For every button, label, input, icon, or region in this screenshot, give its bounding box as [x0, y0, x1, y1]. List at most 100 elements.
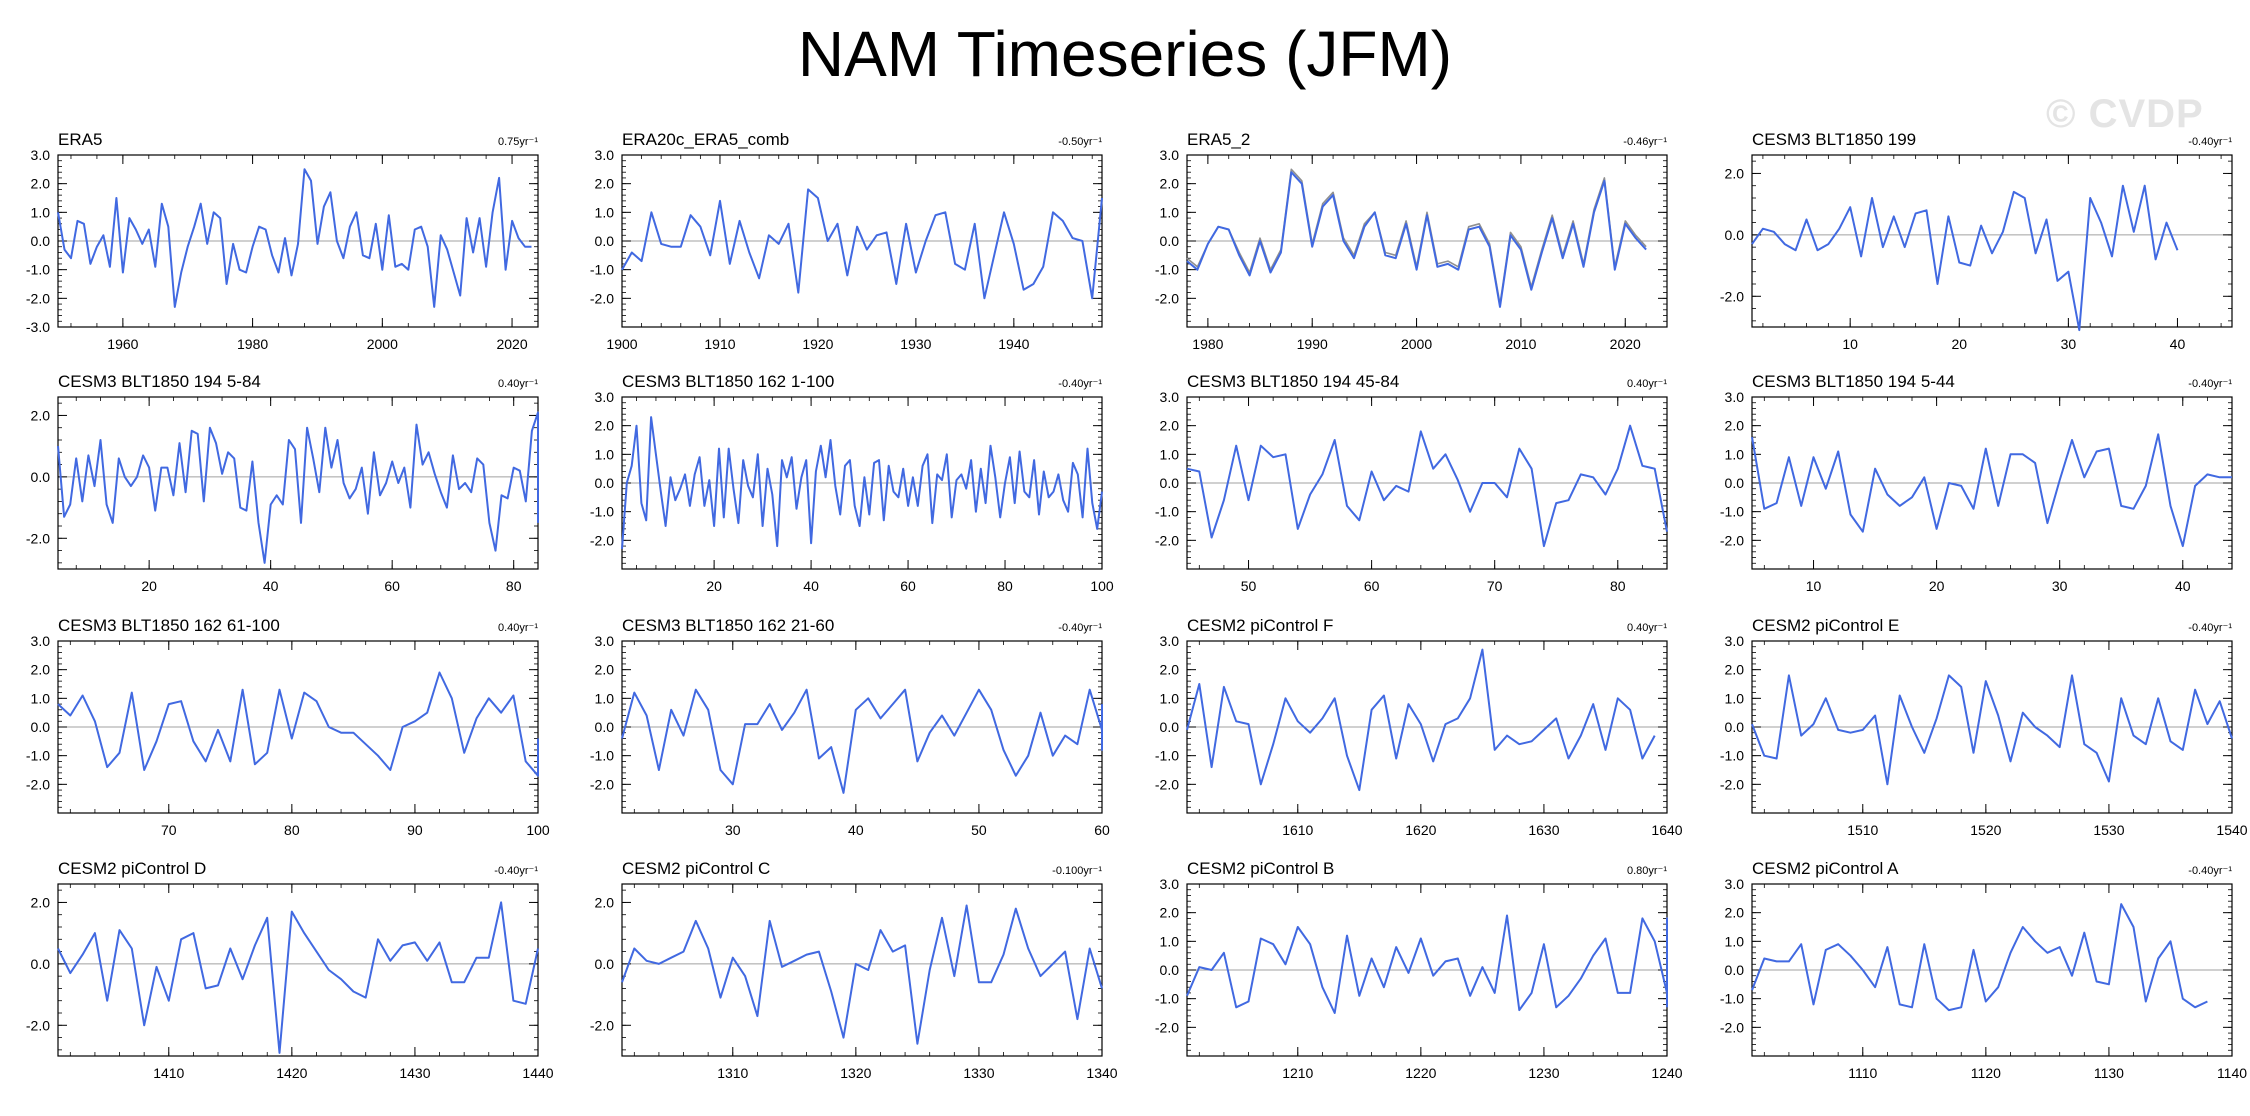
panel-4: CESM3 BLT1850 199 -0.40yr⁻¹ -2.0 0.0 2.0 10 20… [1720, 130, 2233, 352]
plot-frame [1751, 154, 2233, 328]
y-tick-label: -2.0 [1720, 532, 1744, 548]
y-tick-label: 1.0 [595, 446, 615, 462]
y-tick-label: 3.0 [1725, 389, 1745, 405]
x-tick-label: 2020 [496, 336, 527, 352]
y-tick-label: 0.0 [1725, 475, 1745, 491]
x-tick-label: 1910 [704, 336, 735, 352]
nam-series-line [1751, 184, 2179, 332]
panel-trend-label: -0.46yr⁻¹ [1623, 136, 1667, 148]
x-tick-label: 100 [526, 822, 550, 838]
panel-9: CESM3 BLT1850 162 61-100 0.40yr⁻¹ -2.0 -1.0… [26, 616, 550, 838]
nam-series-line [621, 416, 1103, 549]
nam-series-line [1186, 171, 1647, 308]
nam-series-line [1751, 433, 2232, 548]
y-tick-label: 0.0 [31, 233, 51, 249]
x-tick-label: 80 [506, 578, 522, 594]
y-tick-label: -1.0 [590, 262, 614, 278]
y-tick-label: -2.0 [26, 530, 50, 546]
panel-trend-label: -0.40yr⁻¹ [494, 865, 538, 877]
y-tick-label: 3.0 [595, 147, 615, 163]
panel-trend-label: 0.40yr⁻¹ [1627, 622, 1667, 634]
x-tick-label: 1980 [1192, 336, 1223, 352]
x-tick-label: 60 [900, 578, 916, 594]
x-tick-label: 1330 [963, 1065, 994, 1081]
y-tick-label: 2.0 [1160, 176, 1180, 192]
x-tick-label: 40 [2170, 336, 2186, 352]
panel-trend-label: 0.80yr⁻¹ [1627, 865, 1667, 877]
y-tick-label: 2.0 [31, 176, 51, 192]
x-tick-label: 10 [1842, 336, 1858, 352]
x-tick-label: 1440 [522, 1065, 553, 1081]
nam-series-line [621, 188, 1103, 300]
y-tick-label: 2.0 [1725, 905, 1745, 921]
panel-16: CESM2 piControl A -0.40yr⁻¹ -2.0 -1.0 0.0 1.0… [1720, 859, 2247, 1081]
panel-trend-label: -0.40yr⁻¹ [2188, 378, 2232, 390]
y-tick-label: 1.0 [1160, 933, 1180, 949]
y-tick-label: 2.0 [1725, 418, 1745, 434]
y-tick-label: 2.0 [1725, 165, 1745, 181]
x-tick-label: 1620 [1405, 822, 1436, 838]
x-tick-label: 2000 [1401, 336, 1432, 352]
y-tick-label: 0.0 [31, 719, 51, 735]
x-tick-label: 1240 [1651, 1065, 1682, 1081]
y-tick-label: -3.0 [26, 319, 50, 335]
y-tick-label: 1.0 [1725, 446, 1745, 462]
x-tick-label: 2000 [367, 336, 398, 352]
x-tick-label: 1410 [153, 1065, 184, 1081]
panel-2: ERA20c_ERA5_comb -0.50yr⁻¹ -2.0 -1.0 0.0 1.0 2… [590, 130, 1103, 352]
panel-title: ERA5 [58, 130, 102, 149]
x-tick-label: 20 [141, 578, 157, 594]
y-tick-label: -2.0 [26, 776, 50, 792]
panel-14: CESM2 piControl C -0.100yr⁻¹ -2.0 0.0 2.0 131… [590, 859, 1118, 1081]
x-tick-label: 40 [848, 822, 864, 838]
panel-title: CESM3 BLT1850 162 21-60 [622, 616, 834, 635]
y-tick-label: 0.0 [1725, 962, 1745, 978]
panel-12: CESM2 piControl E -0.40yr⁻¹ -2.0 -1.0 0.0 1.0… [1720, 616, 2248, 838]
y-tick-label: 3.0 [31, 147, 51, 163]
y-tick-label: 0.0 [1160, 475, 1180, 491]
x-tick-label: 1530 [2093, 822, 2124, 838]
nam-series-line [1751, 674, 2233, 786]
y-tick-label: -2.0 [1155, 776, 1179, 792]
y-tick-label: 1.0 [1160, 690, 1180, 706]
y-tick-label: 0.0 [31, 469, 51, 485]
x-tick-label: 90 [407, 822, 423, 838]
y-tick-label: 3.0 [1160, 147, 1180, 163]
y-tick-label: 0.0 [595, 475, 615, 491]
x-tick-label: 30 [725, 822, 741, 838]
nam-series-line [57, 168, 532, 308]
x-tick-label: 1940 [998, 336, 1029, 352]
x-tick-label: 1990 [1297, 336, 1328, 352]
x-tick-label: 1320 [840, 1065, 871, 1081]
panel-10: CESM3 BLT1850 162 21-60 -0.40yr⁻¹ -2.0 -1.0… [590, 616, 1110, 838]
x-tick-label: 30 [2052, 578, 2068, 594]
x-tick-label: 1310 [717, 1065, 748, 1081]
y-tick-label: 3.0 [1725, 633, 1745, 649]
x-tick-label: 1340 [1086, 1065, 1117, 1081]
x-tick-label: 60 [384, 578, 400, 594]
panel-title: CESM3 BLT1850 162 61-100 [58, 616, 280, 635]
y-tick-label: -2.0 [1155, 532, 1179, 548]
panel-trend-label: -0.100yr⁻¹ [1052, 865, 1102, 877]
y-tick-label: -1.0 [26, 748, 50, 764]
y-tick-label: 2.0 [595, 418, 615, 434]
panel-title: CESM2 piControl D [58, 859, 206, 878]
panel-13: CESM2 piControl D -0.40yr⁻¹ -2.0 0.0 2.0 1410… [26, 859, 554, 1081]
x-tick-label: 10 [1806, 578, 1822, 594]
panel-15: CESM2 piControl B 0.80yr⁻¹ -2.0 -1.0 0.0 1.0 2… [1155, 859, 1683, 1081]
y-tick-label: 0.0 [31, 956, 51, 972]
y-tick-label: -1.0 [590, 504, 614, 520]
panel-trend-label: 0.75yr⁻¹ [498, 136, 538, 148]
x-tick-label: 100 [1090, 578, 1114, 594]
x-tick-label: 1210 [1282, 1065, 1313, 1081]
panel-trend-label: -0.40yr⁻¹ [1058, 622, 1102, 634]
panel-trend-label: -0.40yr⁻¹ [2188, 865, 2232, 877]
panel-title: CESM3 BLT1850 199 [1752, 130, 1916, 149]
y-tick-label: -1.0 [590, 748, 614, 764]
x-tick-label: 1510 [1847, 822, 1878, 838]
panel-trend-label: 0.40yr⁻¹ [498, 378, 538, 390]
panel-title: CESM2 piControl A [1752, 859, 1899, 878]
y-tick-label: -2.0 [590, 1017, 614, 1033]
y-tick-label: 1.0 [31, 690, 51, 706]
x-tick-label: 1960 [107, 336, 138, 352]
